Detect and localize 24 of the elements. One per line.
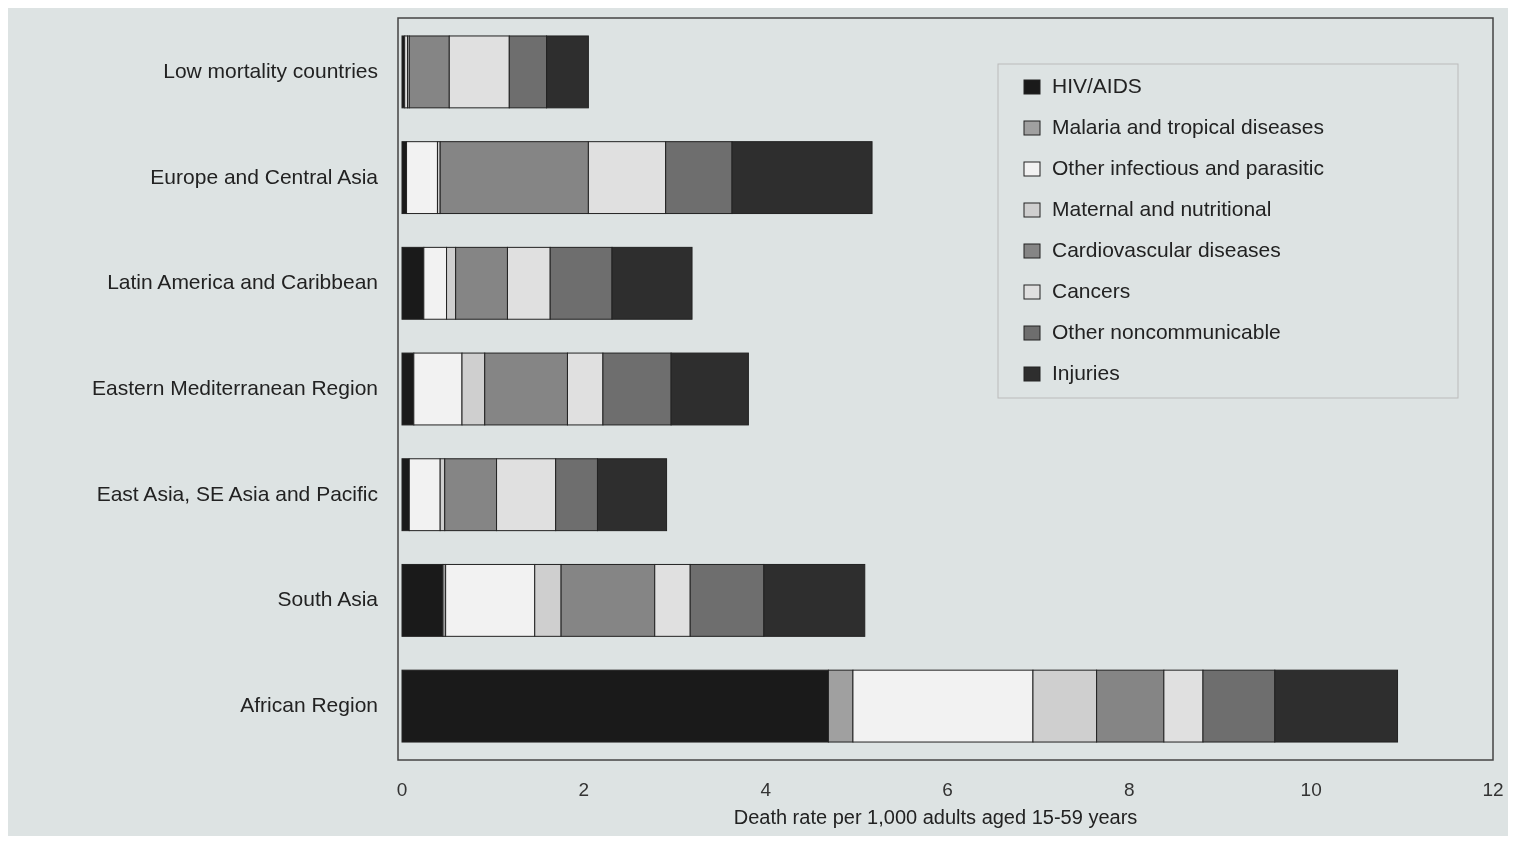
legend-label: Malaria and tropical diseases — [1052, 114, 1324, 138]
x-tick-label: 0 — [396, 779, 408, 800]
y-tick-label: Eastern Mediterranean Region — [91, 375, 378, 399]
bar — [401, 563, 444, 637]
legend-label: Other noncommunicable — [1052, 319, 1281, 343]
y-tick-label: African Region — [240, 692, 378, 716]
x-tick-label: 12 — [1482, 779, 1504, 800]
y-tick-label: Europe and Central Asia — [150, 164, 379, 188]
y-tick-label: East Asia, SE Asia and Pacific — [96, 481, 378, 505]
x-tick-label: 4 — [760, 779, 772, 800]
legend-label: Cancers — [1052, 278, 1131, 302]
legend-label: Maternal and nutritional — [1052, 196, 1272, 220]
x-tick-label: 2 — [578, 779, 590, 800]
y-tick-label: Low mortality countries — [163, 58, 378, 82]
y-tick-label: South Asia — [277, 586, 379, 610]
legend-label: Cardiovascular diseases — [1052, 237, 1281, 261]
y-tick-label: Latin America and Caribbean — [107, 269, 378, 293]
x-tick-label: 8 — [1124, 779, 1135, 800]
x-tick-label: 6 — [942, 779, 953, 800]
x-tick-label: 10 — [1300, 779, 1322, 800]
legend-label: HIV/AIDS — [1052, 73, 1142, 97]
x-axis-title: Death rate per 1,000 adults aged 15-59 years — [733, 806, 1138, 828]
legend-label: Injuries — [1052, 360, 1120, 384]
legend-label: Other infectious and parasitic — [1052, 155, 1324, 179]
